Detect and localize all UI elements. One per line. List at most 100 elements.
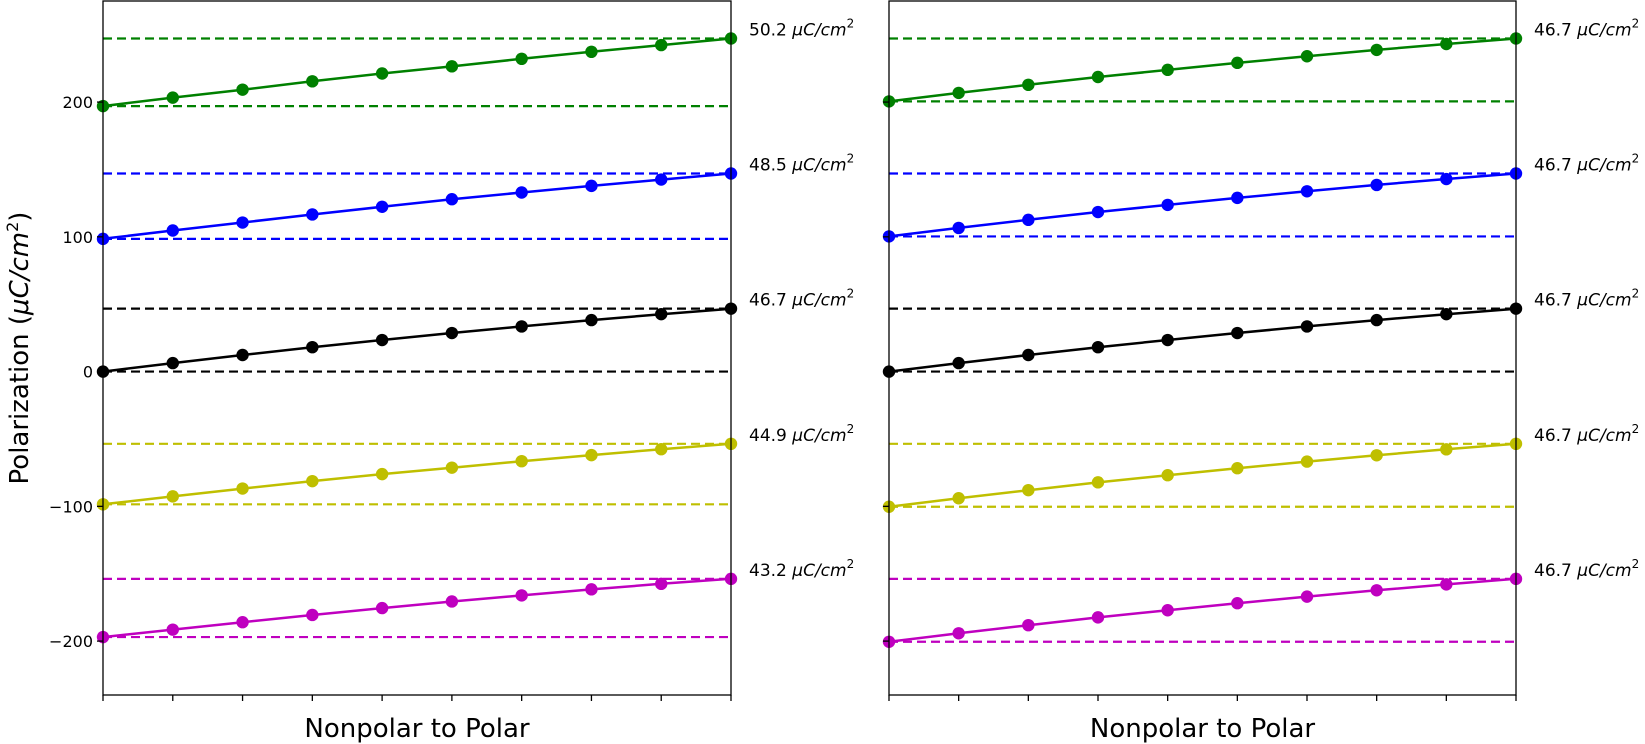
data-point-yellow bbox=[375, 467, 389, 481]
data-point-blue bbox=[1091, 205, 1105, 219]
y-tick-label: −200 bbox=[49, 632, 93, 651]
series-line-yellow bbox=[102, 442, 732, 506]
data-point-blue bbox=[375, 200, 389, 213]
data-point-yellow bbox=[1440, 443, 1453, 456]
data-point-magenta bbox=[1091, 611, 1105, 624]
data-point-magenta bbox=[306, 608, 319, 622]
series-line-magenta bbox=[102, 577, 732, 639]
series-line-magenta bbox=[888, 577, 1517, 644]
data-point-magenta bbox=[166, 623, 179, 636]
data-point-blue bbox=[1231, 191, 1244, 205]
data-point-green bbox=[952, 86, 965, 100]
data-point-blue bbox=[1161, 198, 1174, 212]
data-point-yellow bbox=[515, 454, 528, 468]
data-point-yellow bbox=[1231, 462, 1244, 475]
data-point-blue bbox=[1022, 213, 1035, 227]
data-point-yellow bbox=[655, 443, 668, 456]
data-point-magenta bbox=[952, 627, 965, 640]
data-point-yellow bbox=[306, 474, 319, 488]
data-point-black bbox=[1161, 333, 1174, 347]
y-tick-label: 100 bbox=[62, 228, 93, 247]
data-point-yellow bbox=[1161, 469, 1174, 482]
series-line-green bbox=[888, 37, 1517, 103]
data-point-green bbox=[515, 52, 528, 66]
data-point-green bbox=[1440, 37, 1453, 51]
annotation-blue: 48.5 μC/cm2 bbox=[749, 151, 854, 175]
series-line-green bbox=[102, 37, 732, 108]
data-point-blue bbox=[952, 221, 965, 235]
y-tick-label: 0 bbox=[83, 363, 93, 382]
annotation-black: 46.7 μC/cm2 bbox=[1534, 287, 1639, 311]
data-point-magenta bbox=[445, 595, 459, 608]
data-point-black bbox=[1231, 326, 1244, 340]
data-point-black bbox=[236, 348, 249, 362]
annotation-green: 46.7 μC/cm2 bbox=[1534, 16, 1639, 40]
right-panel: 46.7 μC/cm2 46.7 μC/cm2 46.7 μC/cm2 46.7 μC… bbox=[882, 0, 1639, 744]
data-point-yellow bbox=[952, 492, 965, 505]
annotation-yellow: 44.9 μC/cm2 bbox=[749, 422, 854, 446]
annotation-magenta: 43.2 μC/cm2 bbox=[749, 557, 854, 581]
data-point-black bbox=[585, 313, 598, 327]
data-point-magenta bbox=[1022, 618, 1035, 632]
data-point-blue bbox=[236, 216, 249, 229]
data-point-green bbox=[1300, 50, 1314, 63]
data-point-black bbox=[655, 307, 668, 321]
data-point-green bbox=[1161, 63, 1174, 77]
data-point-magenta bbox=[1300, 590, 1314, 603]
data-point-magenta bbox=[585, 583, 598, 596]
annotation-green: 50.2 μC/cm2 bbox=[749, 16, 854, 40]
data-point-blue bbox=[1370, 178, 1383, 192]
data-point-magenta bbox=[515, 589, 528, 602]
data-point-yellow bbox=[585, 448, 598, 462]
data-point-black bbox=[445, 326, 459, 340]
data-point-magenta bbox=[1231, 597, 1244, 610]
data-point-green bbox=[236, 83, 249, 96]
y-tick-label: 200 bbox=[62, 93, 93, 112]
data-point-black bbox=[166, 356, 179, 370]
data-point-magenta bbox=[375, 601, 389, 615]
axes-frame bbox=[102, 0, 732, 696]
data-point-magenta bbox=[1161, 604, 1174, 617]
data-point-green bbox=[306, 75, 319, 88]
data-point-black bbox=[1370, 313, 1383, 327]
series-line-black bbox=[102, 307, 732, 373]
left-panel: 50.2 μC/cm2 48.5 μC/cm2 46.7 μC/cm2 44.9 μC… bbox=[49, 0, 854, 744]
data-point-green bbox=[1091, 70, 1105, 84]
data-point-green bbox=[655, 38, 668, 52]
data-point-blue bbox=[585, 179, 598, 193]
series-line-black bbox=[888, 307, 1517, 373]
data-point-magenta bbox=[1440, 578, 1453, 591]
data-point-blue bbox=[1440, 172, 1453, 186]
data-point-black bbox=[306, 340, 319, 354]
data-point-blue bbox=[306, 208, 319, 221]
data-point-black bbox=[952, 356, 965, 370]
data-point-blue bbox=[515, 186, 528, 199]
data-point-yellow bbox=[1300, 455, 1314, 468]
annotation-black: 46.7 μC/cm2 bbox=[749, 287, 854, 311]
data-point-blue bbox=[445, 193, 459, 206]
data-point-black bbox=[1300, 320, 1314, 333]
data-point-yellow bbox=[445, 461, 459, 474]
series-line-blue bbox=[888, 172, 1517, 238]
x-axis-label: Nonpolar to Polar bbox=[304, 714, 530, 744]
data-point-green bbox=[445, 60, 459, 73]
y-tick-label: −100 bbox=[49, 497, 93, 516]
data-point-black bbox=[1440, 307, 1453, 321]
series-line-yellow bbox=[888, 442, 1517, 508]
data-point-yellow bbox=[1370, 449, 1383, 462]
data-point-magenta bbox=[1370, 584, 1383, 597]
data-point-blue bbox=[655, 173, 668, 186]
data-point-green bbox=[166, 91, 179, 104]
data-point-black bbox=[375, 333, 389, 347]
annotation-yellow: 46.7 μC/cm2 bbox=[1534, 422, 1639, 446]
axes-frame bbox=[888, 0, 1517, 696]
data-point-magenta bbox=[655, 577, 668, 591]
data-point-blue bbox=[1300, 185, 1314, 198]
series-line-blue bbox=[102, 172, 732, 241]
data-point-green bbox=[1022, 78, 1035, 92]
y-axis-label: Polarization (μC/cm2) bbox=[3, 212, 35, 485]
data-point-blue bbox=[166, 224, 179, 237]
data-point-yellow bbox=[1022, 483, 1035, 497]
data-point-black bbox=[1091, 340, 1105, 354]
